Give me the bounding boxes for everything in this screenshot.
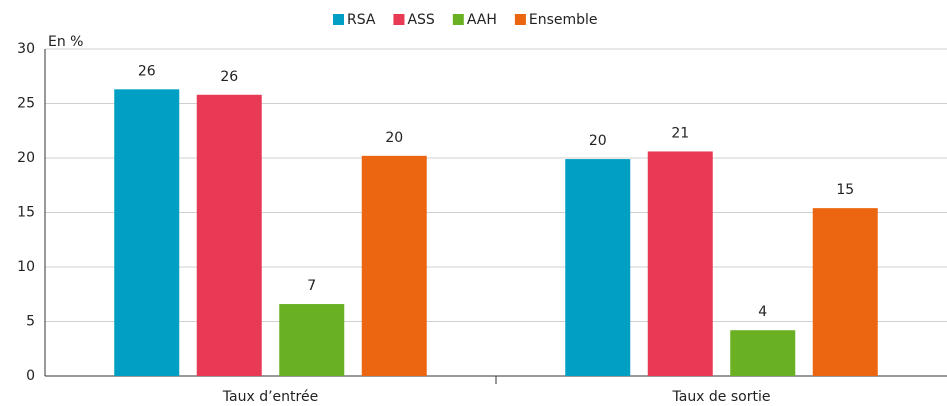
bar — [361, 155, 427, 376]
value-label: 26 — [220, 69, 238, 85]
y-tick-label: 0 — [26, 368, 35, 384]
y-tick-label: 30 — [17, 41, 35, 57]
value-label: 7 — [307, 278, 316, 294]
legend-swatch — [452, 14, 464, 25]
bar — [730, 330, 796, 376]
bar — [279, 304, 345, 376]
y-tick-label: 15 — [17, 205, 35, 221]
y-tick-label: 5 — [26, 314, 35, 330]
legend-label: RSA — [347, 12, 376, 28]
value-label: 4 — [758, 304, 767, 320]
value-label: 21 — [671, 125, 689, 141]
legend-swatch — [514, 14, 526, 25]
bar — [196, 94, 262, 376]
legend-label: Ensemble — [529, 12, 598, 28]
legend-swatch — [393, 14, 405, 25]
value-label: 20 — [385, 130, 403, 146]
y-tick-label: 25 — [17, 96, 35, 112]
bar — [647, 151, 713, 376]
legend-label: ASS — [407, 12, 434, 28]
value-label: 15 — [836, 182, 854, 198]
y-axis-label: En % — [48, 34, 83, 50]
bar — [114, 89, 180, 376]
y-tick-label: 10 — [17, 259, 35, 275]
x-tick-label: Taux de sortie — [672, 389, 771, 405]
legend-label: AAH — [467, 12, 497, 28]
value-label: 26 — [138, 63, 156, 79]
y-tick-label: 20 — [17, 150, 35, 166]
value-label: 20 — [589, 133, 607, 149]
x-tick-label: Taux d’entrée — [222, 389, 318, 405]
bar — [565, 159, 631, 376]
legend-swatch — [333, 14, 344, 25]
bar — [812, 208, 878, 376]
